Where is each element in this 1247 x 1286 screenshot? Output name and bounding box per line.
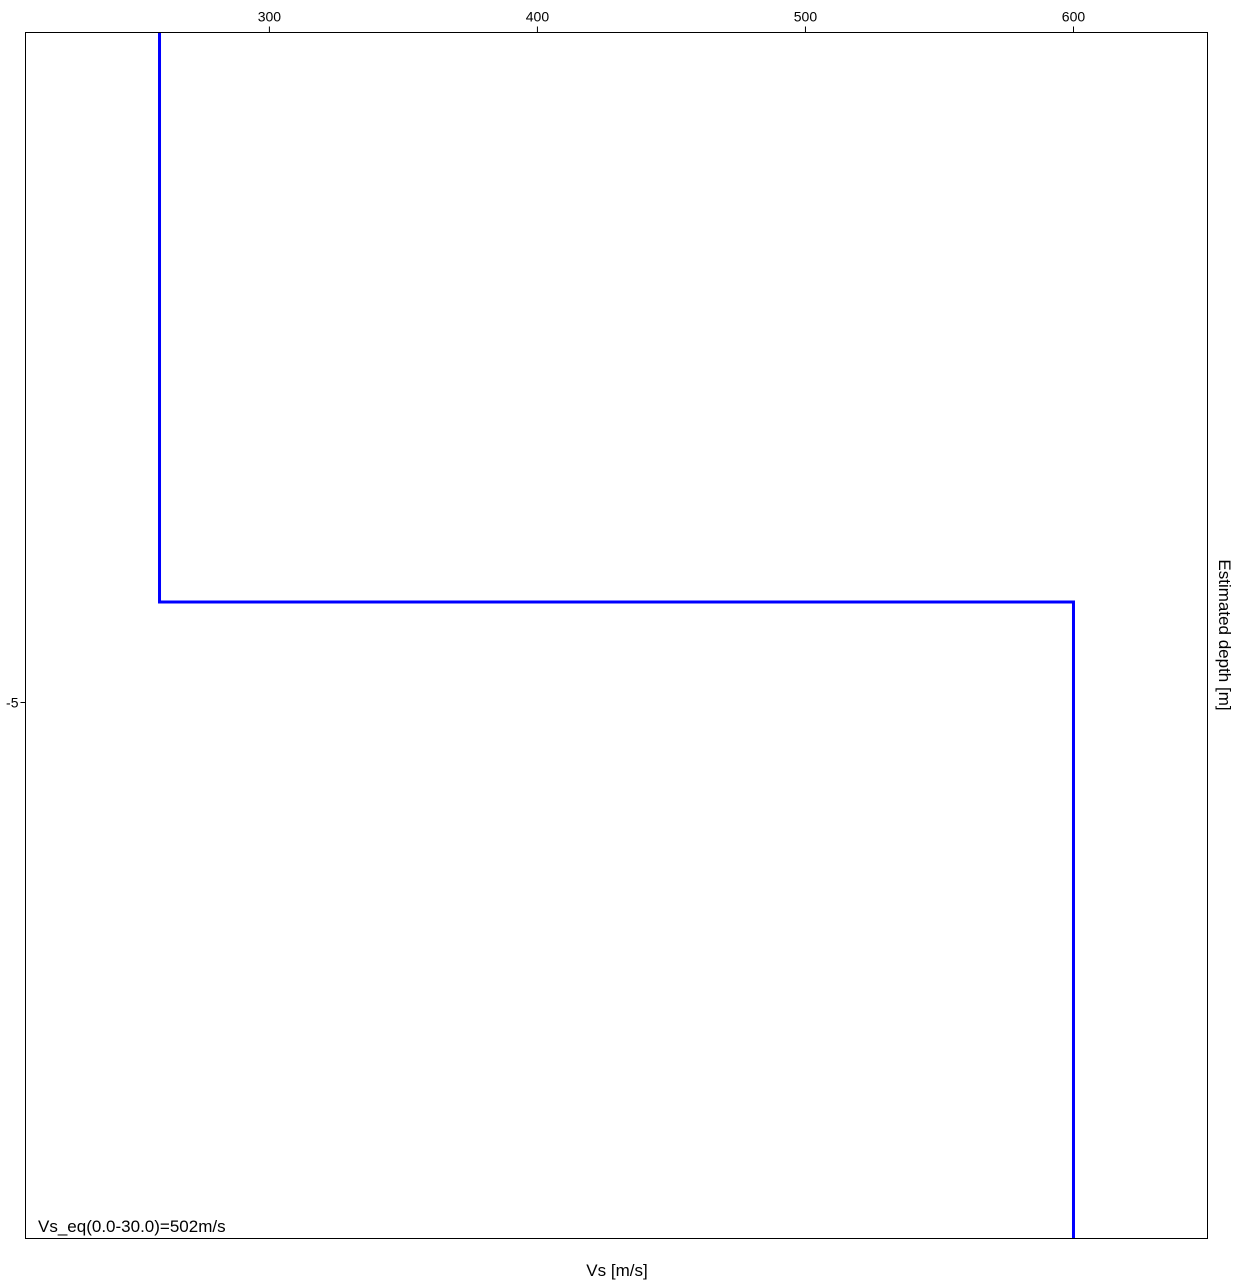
y-axis-label: Estimated depth [m]: [1215, 559, 1234, 710]
y-axis-ticks: -5: [6, 695, 26, 711]
series-layer: [158, 32, 1075, 1239]
x-axis-ticks: 300 400 500 600: [258, 9, 1086, 33]
x-tick-label: 500: [794, 9, 818, 25]
x-axis-label: Vs [m/s]: [586, 1261, 647, 1280]
x-tick-label: 400: [526, 9, 550, 25]
y-tick-label: -5: [6, 695, 19, 711]
x-tick-label: 300: [258, 9, 282, 25]
vs-eq-annotation: Vs_eq(0.0-30.0)=502m/s: [38, 1217, 226, 1236]
x-tick-label: 600: [1062, 9, 1086, 25]
vs-profile-line: [158, 32, 1075, 1239]
plot-frame: [25, 32, 1208, 1239]
